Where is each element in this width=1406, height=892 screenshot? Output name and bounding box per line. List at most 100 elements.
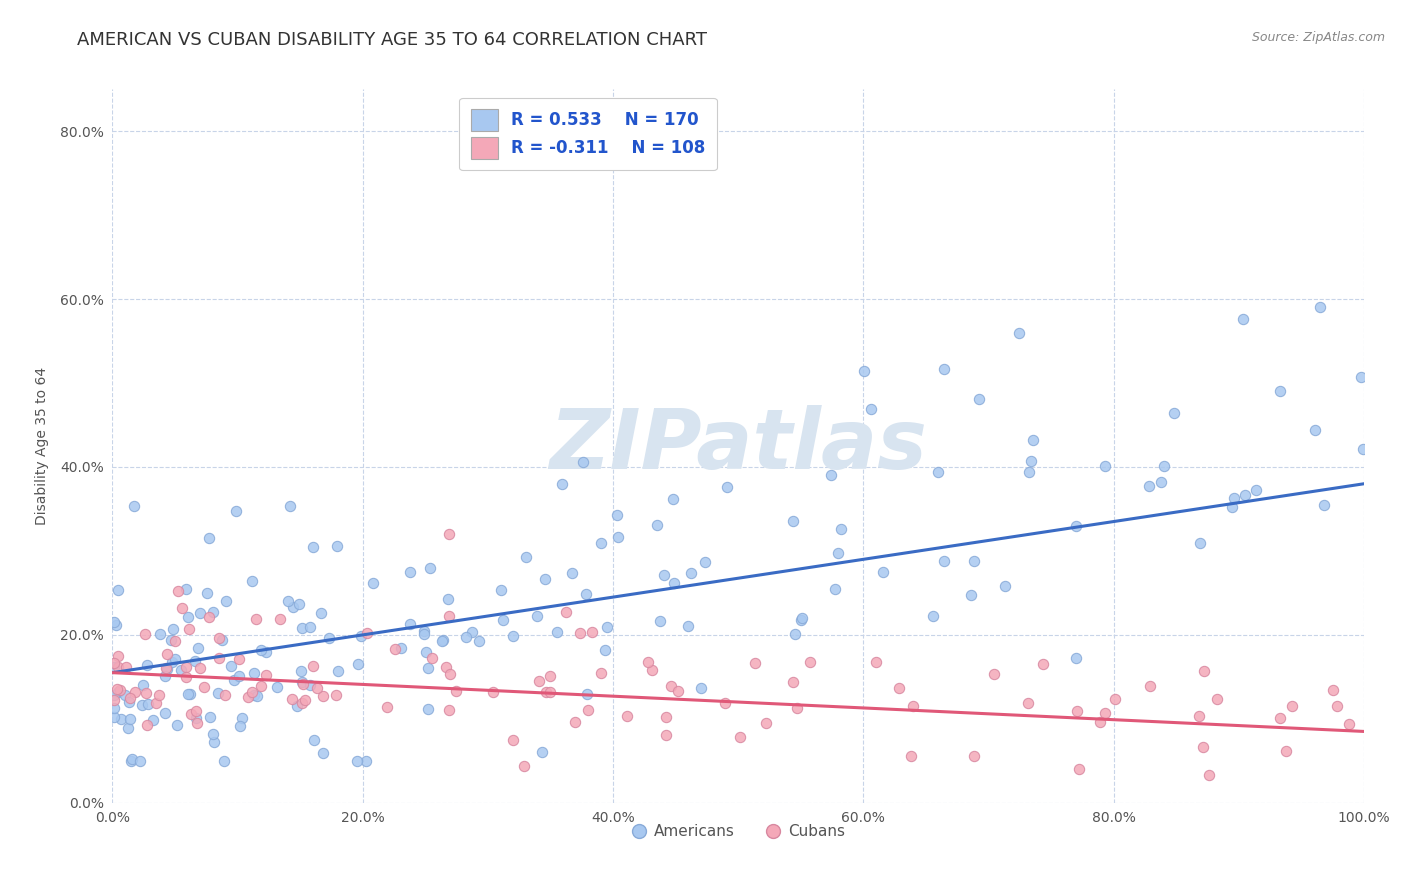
Point	[180, 707, 202, 722]
Point	[103, 710, 125, 724]
Point	[114, 688, 136, 702]
Y-axis label: Disability Age 35 to 64: Disability Age 35 to 64	[35, 367, 49, 525]
Legend: Americans, Cubans: Americans, Cubans	[624, 818, 852, 845]
Point	[228, 669, 250, 683]
Point	[269, 611, 291, 625]
Point	[616, 708, 638, 723]
Point	[208, 650, 231, 665]
Point	[1232, 312, 1254, 326]
Point	[250, 679, 273, 693]
Point	[1066, 705, 1088, 719]
Point	[728, 730, 751, 744]
Point	[437, 592, 460, 607]
Point	[174, 582, 197, 596]
Point	[243, 688, 266, 702]
Point	[555, 605, 578, 619]
Point	[221, 659, 243, 673]
Point	[1312, 498, 1334, 512]
Point	[437, 703, 460, 717]
Point	[502, 629, 524, 643]
Point	[240, 685, 263, 699]
Point	[155, 661, 177, 675]
Point	[439, 666, 461, 681]
Point	[789, 613, 811, 627]
Point	[363, 576, 385, 591]
Point	[1281, 699, 1303, 714]
Point	[312, 689, 335, 703]
Point	[432, 634, 454, 648]
Point	[589, 536, 612, 550]
Point	[225, 504, 247, 518]
Point	[664, 576, 686, 591]
Point	[546, 624, 568, 639]
Point	[1220, 500, 1243, 515]
Point	[782, 514, 804, 528]
Point	[790, 611, 813, 625]
Point	[963, 554, 986, 568]
Point	[481, 684, 503, 698]
Point	[551, 477, 574, 491]
Point	[1309, 301, 1331, 315]
Point	[167, 583, 190, 598]
Point	[188, 661, 211, 675]
Point	[375, 700, 398, 714]
Point	[326, 664, 349, 678]
Point	[983, 666, 1005, 681]
Point	[439, 527, 461, 541]
Point	[149, 627, 172, 641]
Point	[1244, 483, 1267, 498]
Point	[1350, 370, 1372, 384]
Point	[135, 658, 157, 673]
Point	[1032, 657, 1054, 671]
Point	[121, 752, 143, 766]
Point	[291, 696, 314, 710]
Point	[103, 615, 125, 630]
Point	[827, 546, 849, 560]
Point	[291, 675, 314, 690]
Point	[165, 651, 187, 665]
Point	[298, 620, 321, 634]
Point	[120, 691, 142, 706]
Point	[398, 566, 420, 580]
Point	[153, 669, 176, 683]
Point	[575, 587, 598, 601]
Point	[461, 625, 484, 640]
Point	[305, 681, 328, 695]
Point	[103, 701, 125, 715]
Text: AMERICAN VS CUBAN DISABILITY AGE 35 TO 64 CORRELATION CHART: AMERICAN VS CUBAN DISABILITY AGE 35 TO 6…	[77, 31, 707, 49]
Point	[1094, 459, 1116, 474]
Point	[412, 624, 434, 638]
Point	[655, 710, 678, 724]
Point	[142, 713, 165, 727]
Point	[1137, 479, 1160, 493]
Point	[444, 684, 467, 698]
Point	[420, 651, 443, 665]
Point	[564, 714, 586, 729]
Point	[1139, 679, 1161, 693]
Point	[202, 735, 225, 749]
Point	[198, 531, 221, 545]
Point	[416, 660, 439, 674]
Point	[900, 748, 922, 763]
Point	[236, 690, 259, 704]
Point	[222, 673, 245, 688]
Point	[1234, 488, 1257, 502]
Point	[170, 601, 193, 615]
Point	[285, 698, 308, 713]
Point	[502, 733, 524, 747]
Point	[1018, 466, 1040, 480]
Point	[596, 619, 619, 633]
Point	[1094, 706, 1116, 720]
Point	[162, 655, 184, 669]
Point	[145, 696, 167, 710]
Point	[650, 614, 672, 628]
Point	[254, 668, 277, 682]
Point	[901, 698, 924, 713]
Point	[1163, 406, 1185, 420]
Point	[860, 401, 883, 416]
Point	[184, 711, 207, 725]
Point	[641, 664, 664, 678]
Point	[569, 625, 592, 640]
Point	[136, 718, 159, 732]
Point	[454, 631, 477, 645]
